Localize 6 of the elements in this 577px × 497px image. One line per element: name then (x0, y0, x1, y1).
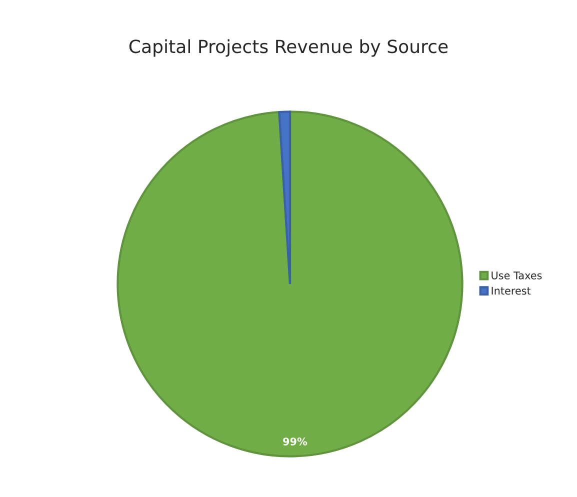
legend-label: Interest (492, 286, 531, 295)
data-label: 99% (283, 438, 308, 446)
pie-slice (278, 110, 292, 286)
chart-title: Capital Projects Revenue by Source (129, 39, 448, 57)
legend-label: Use Taxes (492, 272, 542, 280)
pie-slice (116, 110, 464, 458)
